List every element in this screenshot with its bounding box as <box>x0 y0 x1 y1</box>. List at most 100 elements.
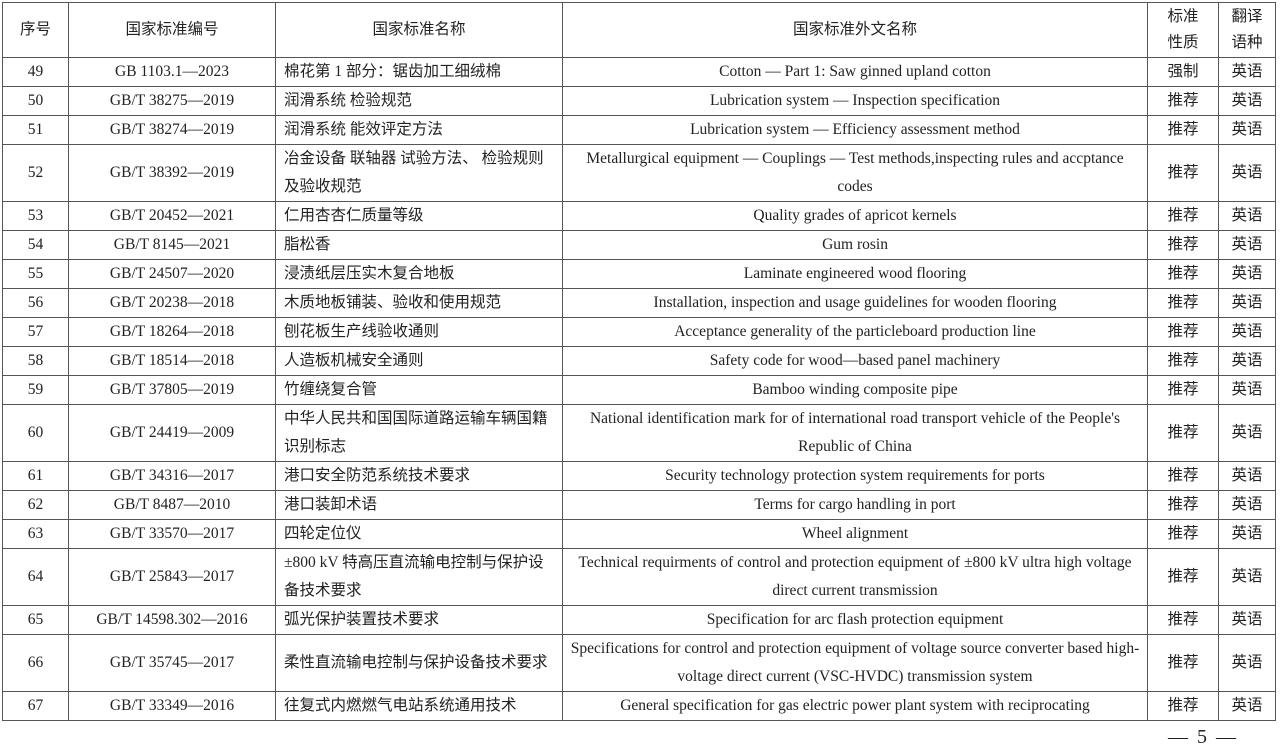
cell-code: GB/T 37805—2019 <box>68 375 276 405</box>
cell-name: 弧光保护装置技术要求 <box>275 605 563 635</box>
cell-lang: 英语 <box>1218 461 1276 491</box>
cell-no: 62 <box>2 490 69 520</box>
cell-lang: 英语 <box>1218 115 1276 145</box>
cell-code: GB/T 34316—2017 <box>68 461 276 491</box>
cell-no: 66 <box>2 634 69 692</box>
table-row: 60 GB/T 24419—2009 中华人民共和国国际道路运输车辆国籍识别标志 Na… <box>2 404 1276 462</box>
cell-name: 浸渍纸层压实木复合地板 <box>275 259 563 289</box>
cell-code: GB/T 14598.302—2016 <box>68 605 276 635</box>
cell-name: 中华人民共和国国际道路运输车辆国籍识别标志 <box>275 404 563 462</box>
cell-foreign-name: Cotton — Part 1: Saw ginned upland cotto… <box>562 57 1148 87</box>
table-row: 62 GB/T 8487—2010 港口装卸术语 Terms for cargo ha… <box>2 490 1276 520</box>
standards-table: 序号 国家标准编号 国家标准名称 国家标准外文名称 标准 性质 翻译 语种 49… <box>2 2 1276 721</box>
table-row: 67 GB/T 33349—2016 往复式内燃燃气电站系统通用技术 General … <box>2 691 1276 721</box>
table-row: 64 GB/T 25843—2017 ±800 kV 特高压直流输电控制与保护设备技… <box>2 548 1276 606</box>
cell-nature: 推荐 <box>1147 230 1219 260</box>
cell-foreign-name: General specification for gas electric p… <box>562 691 1148 721</box>
cell-nature: 推荐 <box>1147 86 1219 116</box>
table-row: 63 GB/T 33570—2017 四轮定位仪 Wheel alignment 推荐英… <box>2 519 1276 549</box>
cell-no: 51 <box>2 115 69 145</box>
cell-lang: 英语 <box>1218 519 1276 549</box>
cell-code: GB/T 33570—2017 <box>68 519 276 549</box>
cell-name: 刨花板生产线验收通则 <box>275 317 563 347</box>
cell-no: 56 <box>2 288 69 318</box>
cell-name: 润滑系统 检验规范 <box>275 86 563 116</box>
cell-foreign-name: Terms for cargo handling in port <box>562 490 1148 520</box>
cell-foreign-name: Gum rosin <box>562 230 1148 260</box>
table-row: 59 GB/T 37805—2019 竹缠绕复合管 Bamboo winding co… <box>2 375 1276 405</box>
cell-name: 脂松香 <box>275 230 563 260</box>
header-no: 序号 <box>2 2 69 58</box>
table-row: 50 GB/T 38275—2019 润滑系统 检验规范 Lubrication sy… <box>2 86 1276 116</box>
cell-name: 人造板机械安全通则 <box>275 346 563 376</box>
header-lang: 翻译 语种 <box>1218 2 1276 58</box>
header-foreign-name: 国家标准外文名称 <box>562 2 1148 58</box>
cell-nature: 推荐 <box>1147 201 1219 231</box>
table-row: 51 GB/T 38274—2019 润滑系统 能效评定方法 Lubrication … <box>2 115 1276 145</box>
cell-name: 棉花第 1 部分：锯齿加工细绒棉 <box>275 57 563 87</box>
cell-nature: 推荐 <box>1147 634 1219 692</box>
cell-lang: 英语 <box>1218 144 1276 202</box>
cell-nature: 推荐 <box>1147 404 1219 462</box>
header-code: 国家标准编号 <box>68 2 276 58</box>
cell-foreign-name: National identification mark for of inte… <box>562 404 1148 462</box>
cell-foreign-name: Acceptance generality of the particleboa… <box>562 317 1148 347</box>
cell-nature: 推荐 <box>1147 288 1219 318</box>
cell-nature: 推荐 <box>1147 490 1219 520</box>
cell-code: GB/T 25843—2017 <box>68 548 276 606</box>
header-row: 序号 国家标准编号 国家标准名称 国家标准外文名称 标准 性质 翻译 语种 <box>2 2 1276 58</box>
cell-code: GB/T 38274—2019 <box>68 115 276 145</box>
cell-code: GB/T 8487—2010 <box>68 490 276 520</box>
cell-name: 四轮定位仪 <box>275 519 563 549</box>
table-body: 49 GB 1103.1—2023 棉花第 1 部分：锯齿加工细绒棉 Cotton —… <box>2 57 1276 721</box>
cell-lang: 英语 <box>1218 259 1276 289</box>
cell-foreign-name: Security technology protection system re… <box>562 461 1148 491</box>
cell-code: GB/T 35745—2017 <box>68 634 276 692</box>
cell-lang: 英语 <box>1218 691 1276 721</box>
cell-nature: 推荐 <box>1147 461 1219 491</box>
cell-name: 润滑系统 能效评定方法 <box>275 115 563 145</box>
cell-foreign-name: Installation, inspection and usage guide… <box>562 288 1148 318</box>
table-row: 52 GB/T 38392—2019 冶金设备 联轴器 试验方法、 检验规则及验收规… <box>2 144 1276 202</box>
cell-nature: 强制 <box>1147 57 1219 87</box>
cell-code: GB/T 24419—2009 <box>68 404 276 462</box>
cell-code: GB/T 20238—2018 <box>68 288 276 318</box>
cell-foreign-name: Lubrication system — Inspection specific… <box>562 86 1148 116</box>
cell-name: 港口安全防范系统技术要求 <box>275 461 563 491</box>
table-row: 49 GB 1103.1—2023 棉花第 1 部分：锯齿加工细绒棉 Cotton —… <box>2 57 1276 87</box>
cell-no: 49 <box>2 57 69 87</box>
cell-code: GB/T 24507—2020 <box>68 259 276 289</box>
cell-lang: 英语 <box>1218 375 1276 405</box>
cell-name: 冶金设备 联轴器 试验方法、 检验规则及验收规范 <box>275 144 563 202</box>
cell-foreign-name: Specifications for control and protectio… <box>562 634 1148 692</box>
cell-no: 55 <box>2 259 69 289</box>
cell-foreign-name: Quality grades of apricot kernels <box>562 201 1148 231</box>
cell-name: 竹缠绕复合管 <box>275 375 563 405</box>
cell-nature: 推荐 <box>1147 691 1219 721</box>
cell-nature: 推荐 <box>1147 317 1219 347</box>
cell-lang: 英语 <box>1218 404 1276 462</box>
cell-code: GB/T 18514—2018 <box>68 346 276 376</box>
cell-lang: 英语 <box>1218 605 1276 635</box>
page-number: — 5 — <box>1168 726 1238 748</box>
cell-name: 往复式内燃燃气电站系统通用技术 <box>275 691 563 721</box>
header-name: 国家标准名称 <box>275 2 563 58</box>
cell-name: 木质地板铺装、验收和使用规范 <box>275 288 563 318</box>
cell-no: 64 <box>2 548 69 606</box>
cell-code: GB/T 20452—2021 <box>68 201 276 231</box>
cell-no: 58 <box>2 346 69 376</box>
cell-lang: 英语 <box>1218 288 1276 318</box>
cell-no: 67 <box>2 691 69 721</box>
cell-no: 57 <box>2 317 69 347</box>
cell-foreign-name: Lubrication system — Efficiency assessme… <box>562 115 1148 145</box>
cell-foreign-name: Specification for arc flash protection e… <box>562 605 1148 635</box>
table-row: 57 GB/T 18264—2018 刨花板生产线验收通则 Acceptance ge… <box>2 317 1276 347</box>
cell-lang: 英语 <box>1218 230 1276 260</box>
table-row: 61 GB/T 34316—2017 港口安全防范系统技术要求 Security te… <box>2 461 1276 491</box>
cell-code: GB/T 38392—2019 <box>68 144 276 202</box>
cell-no: 63 <box>2 519 69 549</box>
cell-foreign-name: Laminate engineered wood flooring <box>562 259 1148 289</box>
table-row: 56 GB/T 20238—2018 木质地板铺装、验收和使用规范 Installat… <box>2 288 1276 318</box>
table-row: 53 GB/T 20452—2021 仁用杏杏仁质量等级 Quality grades… <box>2 201 1276 231</box>
cell-no: 52 <box>2 144 69 202</box>
